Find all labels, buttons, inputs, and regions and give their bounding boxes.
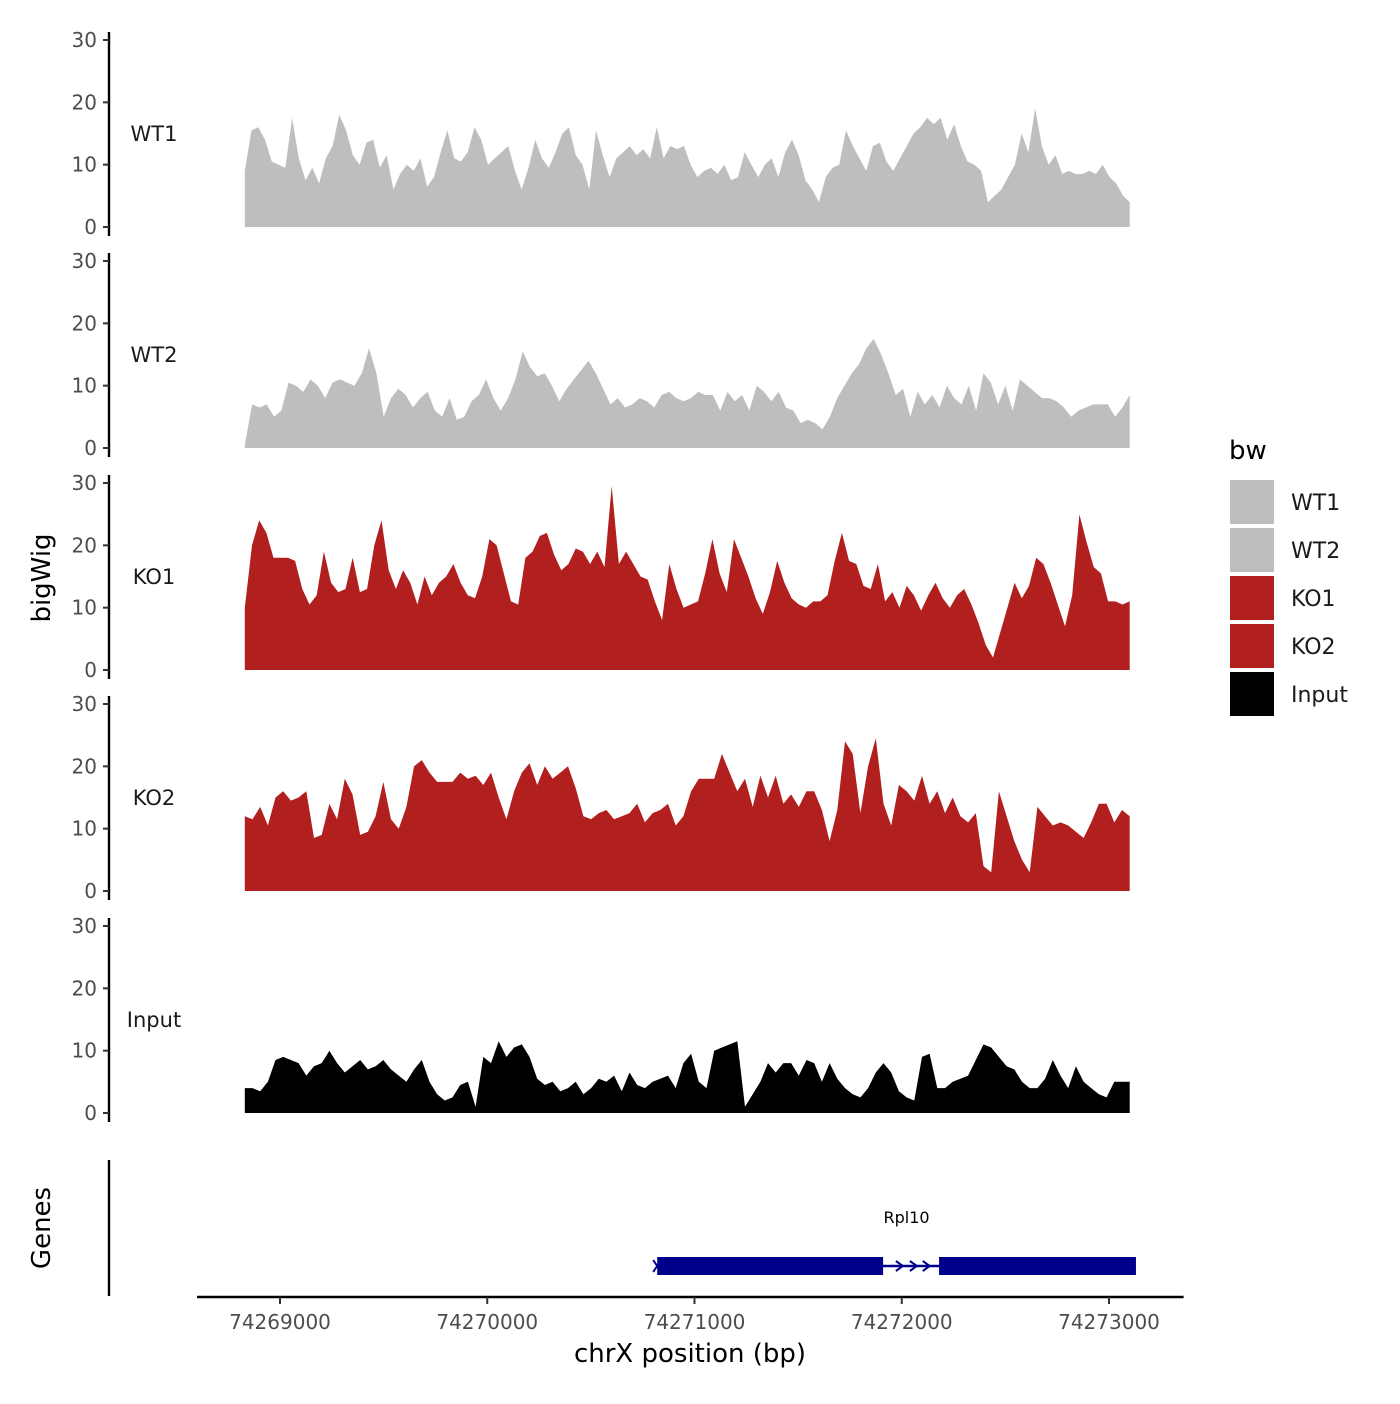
y-axis-title: bigWig	[27, 533, 57, 622]
legend-label-wt2: WT2	[1291, 539, 1340, 564]
track-wt2: 0 10 20 30 WT2	[72, 249, 1130, 460]
y-tick-label: 10	[72, 1039, 97, 1063]
strand-arrow	[652, 1259, 663, 1273]
y-tick-label: 20	[72, 311, 97, 335]
genes-panel: Rpl10	[107, 1160, 1136, 1296]
track-input: 0 10 20 30 Input	[72, 914, 1130, 1125]
y-tick-label: 0	[84, 436, 97, 460]
y-tick-label: 10	[72, 596, 97, 620]
coverage-area-wt1	[244, 108, 1130, 227]
coverage-area-ko2	[244, 738, 1130, 891]
x-tick-label: 74273000	[1058, 1310, 1160, 1334]
y-tick-label: 0	[84, 215, 97, 239]
y-tick-label: 0	[84, 879, 97, 903]
x-tick-label: 74272000	[851, 1310, 953, 1334]
gene-exon	[657, 1257, 884, 1275]
x-axis-title: chrX position (bp)	[574, 1339, 806, 1369]
legend-label-input: Input	[1291, 683, 1348, 708]
legend-key-wt2	[1230, 528, 1274, 572]
track-label-ko1: KO1	[133, 565, 176, 589]
y-tick-label: 20	[72, 90, 97, 114]
legend-label-ko2: KO2	[1291, 635, 1336, 660]
legend-key-wt1	[1230, 480, 1274, 524]
track-label-wt2: WT2	[131, 343, 178, 367]
legend-key-ko1	[1230, 576, 1274, 620]
y-tick-label: 30	[72, 914, 97, 938]
coverage-area-wt2	[244, 338, 1130, 448]
track-label-input: Input	[127, 1008, 181, 1032]
track-wt1: 0 10 20 30 WT1	[72, 28, 1130, 239]
x-tick-label: 74269000	[229, 1310, 331, 1334]
track-ko1: 0 10 20 30 KO1	[72, 471, 1130, 682]
y-tick-label: 10	[72, 153, 97, 177]
coverage-area-ko1	[244, 486, 1130, 670]
track-label-wt1: WT1	[131, 122, 178, 146]
genes-axis-title: Genes	[27, 1187, 57, 1269]
y-tick-label: 30	[72, 471, 97, 495]
x-tick-label: 74270000	[436, 1310, 538, 1334]
legend-title: bw	[1229, 436, 1267, 466]
y-tick-label: 0	[84, 1101, 97, 1125]
legend-key-ko2	[1230, 624, 1274, 668]
y-tick-label: 0	[84, 658, 97, 682]
y-tick-label: 30	[72, 28, 97, 52]
strand-arrow	[909, 1260, 919, 1272]
x-tick-label: 74271000	[644, 1310, 746, 1334]
strand-arrow	[895, 1260, 905, 1272]
y-tick-label: 30	[72, 249, 97, 273]
y-tick-label: 20	[72, 754, 97, 778]
y-tick-label: 20	[72, 976, 97, 1000]
y-tick-label: 10	[72, 817, 97, 841]
y-tick-label: 20	[72, 533, 97, 557]
x-axis: 74269000 74270000 74271000 74272000 74273000	[197, 1295, 1184, 1334]
bigwig-tracks: 0 10 20 30 WT1 0 10 20 30 WT2 0 10 20 30 KO1 0 10 20 30 KO2…	[72, 28, 1130, 1125]
gene-exon	[939, 1257, 1136, 1275]
coverage-area-input	[244, 1041, 1130, 1113]
gene-label: Rpl10	[884, 1208, 930, 1227]
y-tick-label: 10	[72, 374, 97, 398]
strand-arrow	[922, 1260, 932, 1272]
y-tick-label: 30	[72, 692, 97, 716]
legend-label-wt1: WT1	[1291, 491, 1340, 516]
track-ko2: 0 10 20 30 KO2	[72, 692, 1130, 903]
legend: bw WT1 WT2 KO1 KO2 Input	[1229, 436, 1348, 716]
legend-label-ko1: KO1	[1291, 587, 1336, 612]
track-label-ko2: KO2	[133, 786, 176, 810]
legend-key-input	[1230, 672, 1274, 716]
